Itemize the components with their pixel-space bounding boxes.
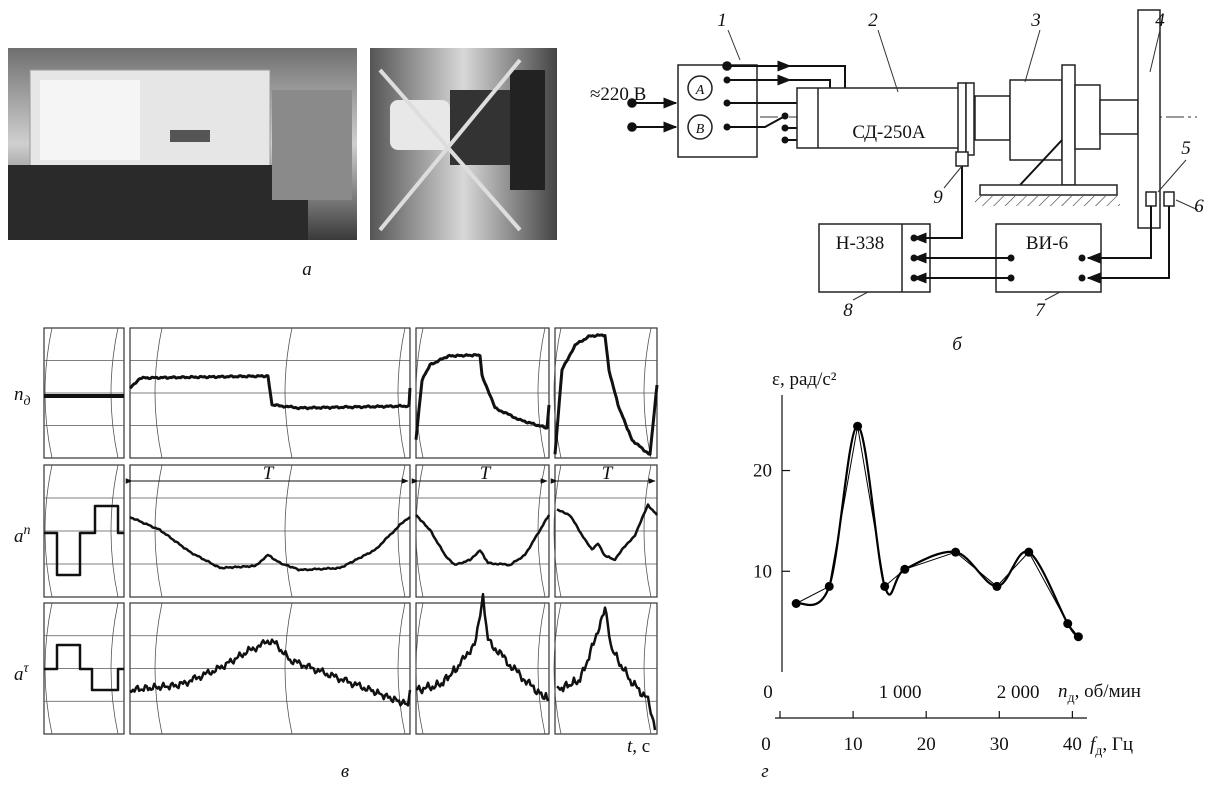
callouts: 1 2 3 4 5 6 7 8 9 (717, 10, 1204, 321)
data-point (1073, 632, 1083, 642)
phase-b (687, 114, 713, 140)
caption-d: г (761, 761, 768, 782)
x2-tick-label: 40 (1063, 734, 1082, 755)
callout: 2 (868, 10, 878, 31)
time-axis-label: t, с (627, 736, 650, 757)
phase-a (687, 75, 713, 101)
trace (128, 374, 412, 411)
unit-3 (1009, 79, 1063, 161)
trace (553, 333, 659, 456)
period-label: T (602, 463, 614, 484)
schematic (627, 9, 1199, 301)
trace (44, 643, 124, 692)
trace (129, 638, 412, 707)
frame-arc (154, 602, 163, 735)
frame-arc (284, 327, 293, 459)
y-tick-label: 10 (753, 561, 772, 582)
motor-label: СД-250А (852, 122, 926, 143)
caption-b: б (952, 334, 963, 355)
frame-arc (44, 327, 53, 459)
x2-axis-label: fд, Гц (1090, 734, 1133, 759)
frame-arc (415, 327, 424, 459)
trace (556, 606, 657, 731)
motor (796, 87, 961, 149)
phase-a-label: A (695, 83, 705, 98)
callout: 3 (1030, 10, 1041, 31)
x-tick-label: 1 000 (879, 682, 922, 703)
data-point (853, 421, 863, 431)
frame-arc (397, 327, 406, 459)
photo-recorder (8, 48, 357, 240)
trace (414, 353, 551, 440)
recorder-label: Н-338 (836, 233, 885, 254)
callout: 9 (933, 187, 943, 208)
data-point (900, 564, 910, 574)
y-tick-label: 20 (753, 461, 772, 482)
frame-arc (110, 327, 119, 459)
x2-tick-label: 20 (917, 734, 936, 755)
frame-arc (397, 602, 406, 735)
sensor-9 (955, 151, 969, 167)
supply-label: ≈220 В (590, 84, 646, 105)
data-point (1024, 547, 1034, 557)
frame-arc (553, 327, 562, 459)
data-point (992, 581, 1002, 591)
row-label: an (14, 523, 31, 547)
data-point (791, 599, 801, 609)
callout: 4 (1155, 10, 1165, 31)
frame-arc (553, 602, 562, 735)
trace (415, 592, 550, 702)
chart: 10 20 0 1 000 2 000 0 10 20 30 40 (753, 395, 1087, 755)
period-label: T (263, 463, 275, 484)
block-1 (677, 64, 758, 158)
data-point (951, 547, 961, 557)
oscillograms (43, 327, 659, 735)
frame-arc (415, 602, 424, 735)
callout: 1 (717, 10, 727, 31)
period-label: T (480, 463, 492, 484)
callout: 6 (1194, 196, 1204, 217)
photo-stand (370, 48, 557, 240)
trace (415, 513, 551, 567)
data-point (1063, 619, 1073, 629)
caption-c: в (341, 761, 349, 782)
frame-arc (643, 327, 652, 459)
callout: 5 (1181, 138, 1191, 159)
frame-arc (643, 602, 652, 735)
x-axis-label: nд, об/мин (1058, 681, 1141, 706)
x2-tick-label: 30 (990, 734, 1009, 755)
trace (556, 503, 658, 562)
callout: 8 (843, 300, 853, 321)
frame-arc (44, 464, 53, 598)
frame-arc (110, 602, 119, 735)
trace (129, 516, 411, 572)
x2-tick-label: 0 (761, 734, 771, 755)
frame-arc (110, 464, 119, 598)
meter-label: ВИ-6 (1026, 233, 1068, 254)
frame-arc (537, 327, 546, 459)
x-tick-label: 2 000 (997, 682, 1040, 703)
frame-arc (154, 327, 163, 459)
x2-tick-label: 10 (844, 734, 863, 755)
callout: 7 (1035, 300, 1046, 321)
phase-b-label: B (696, 122, 705, 137)
y-axis-label: ε, рад/с² (772, 369, 837, 390)
fitted-curve (795, 425, 1080, 638)
row-label: aτ (14, 661, 30, 685)
frame-arc (537, 602, 546, 735)
frame-arc (284, 602, 293, 735)
disk-4 (1137, 9, 1161, 229)
row-label: nд (14, 384, 31, 409)
data-point (824, 581, 834, 591)
x-tick-label: 0 (763, 682, 773, 703)
trace (44, 504, 124, 577)
caption-a: а (302, 259, 312, 280)
data-point (880, 581, 890, 591)
